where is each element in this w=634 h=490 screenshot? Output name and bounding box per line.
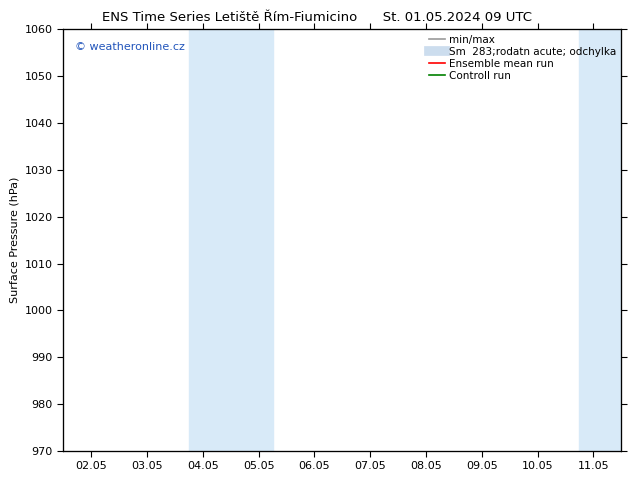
Text: © weatheronline.cz: © weatheronline.cz bbox=[75, 42, 184, 52]
Bar bbox=[189, 29, 273, 451]
Y-axis label: Surface Pressure (hPa): Surface Pressure (hPa) bbox=[10, 177, 19, 303]
Text: ENS Time Series Letiště Řím-Fiumicino      St. 01.05.2024 09 UTC: ENS Time Series Letiště Řím-Fiumicino St… bbox=[102, 11, 532, 24]
Legend: min/max, Sm  283;rodatn acute; odchylka, Ensemble mean run, Controll run: min/max, Sm 283;rodatn acute; odchylka, … bbox=[425, 30, 620, 85]
Bar bbox=[579, 29, 621, 451]
